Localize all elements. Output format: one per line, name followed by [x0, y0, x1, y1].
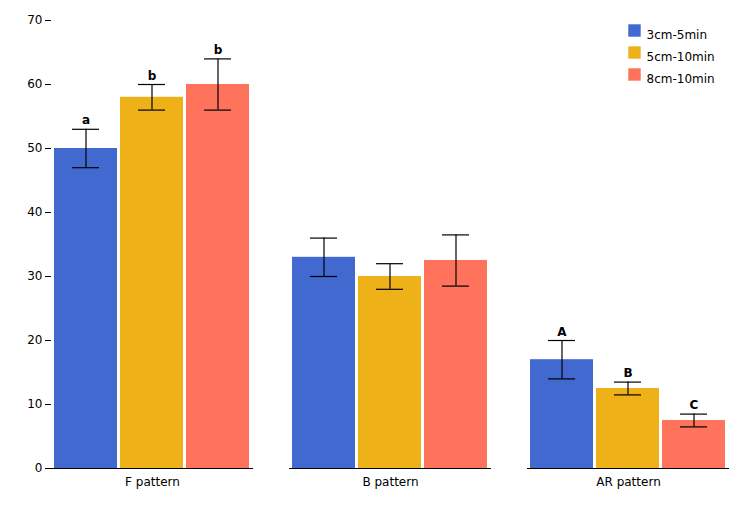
svg-text:B pattern: B pattern — [362, 475, 418, 489]
svg-text:AR pattern: AR pattern — [596, 475, 660, 489]
svg-text:b: b — [214, 43, 223, 57]
svg-text:50: 50 — [27, 141, 42, 155]
svg-text:30: 30 — [27, 269, 42, 283]
svg-text:20: 20 — [27, 333, 42, 347]
svg-text:40: 40 — [27, 205, 42, 219]
svg-text:70: 70 — [27, 13, 42, 27]
svg-text:A: A — [557, 325, 567, 339]
svg-text:8cm-10min: 8cm-10min — [647, 72, 715, 86]
svg-text:0: 0 — [35, 461, 43, 475]
svg-text:3cm-5min: 3cm-5min — [647, 28, 708, 42]
svg-text:a: a — [82, 113, 90, 127]
svg-text:F pattern: F pattern — [125, 475, 180, 489]
svg-text:C: C — [690, 398, 699, 412]
svg-text:10: 10 — [27, 397, 42, 411]
svg-text:b: b — [148, 69, 157, 83]
svg-text:B: B — [623, 366, 632, 380]
svg-text:60: 60 — [27, 77, 42, 91]
svg-text:5cm-10min: 5cm-10min — [647, 50, 715, 64]
